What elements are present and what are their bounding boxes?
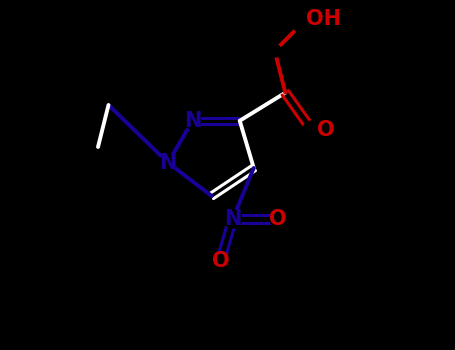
Text: N: N [224, 209, 242, 229]
Text: OH: OH [306, 9, 341, 29]
Circle shape [292, 12, 313, 33]
Text: O: O [212, 251, 229, 271]
Circle shape [268, 44, 281, 57]
Circle shape [184, 112, 201, 129]
Text: O: O [269, 209, 287, 229]
Circle shape [270, 210, 287, 227]
Circle shape [160, 154, 177, 171]
Circle shape [212, 252, 229, 269]
Text: N: N [159, 153, 177, 173]
Circle shape [224, 210, 242, 228]
Text: N: N [184, 111, 201, 131]
Text: O: O [317, 119, 334, 140]
Circle shape [303, 121, 320, 138]
